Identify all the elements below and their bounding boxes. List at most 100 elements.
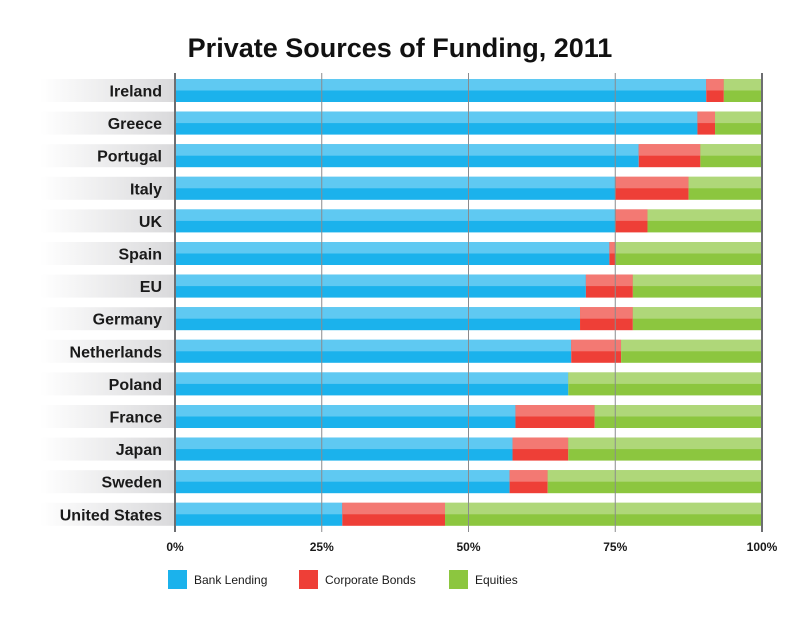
legend-swatch	[299, 570, 318, 589]
x-tick-label: 50%	[456, 540, 480, 554]
bar-bank-lending	[175, 405, 516, 428]
bar-equities	[621, 339, 762, 363]
bar-segment-highlight	[632, 274, 762, 287]
bar-equities	[568, 372, 762, 396]
bar-bank-lending	[175, 470, 510, 494]
category-label: United States	[60, 507, 162, 524]
category-label: Greece	[108, 116, 162, 133]
bar-segment-highlight	[512, 437, 569, 450]
bar-corporate-bonds	[615, 209, 648, 233]
bar-segment-highlight	[175, 111, 698, 124]
bar-bank-lending	[175, 274, 586, 298]
category-label: Poland	[109, 377, 162, 394]
x-tick-label: 100%	[747, 540, 778, 554]
bar-segment-highlight	[715, 111, 762, 124]
bar-segment-highlight	[445, 502, 762, 515]
bar-segment-highlight	[585, 274, 633, 287]
bar-segment-highlight	[647, 209, 762, 221]
bar-corporate-bonds	[571, 339, 622, 363]
bar-bank-lending	[175, 307, 581, 331]
legend-item: Corporate Bonds	[299, 570, 416, 589]
bar-corporate-bonds	[580, 307, 633, 331]
bar-corporate-bonds	[342, 502, 446, 526]
bar-segment-highlight	[571, 339, 622, 352]
bar-corporate-bonds	[515, 405, 595, 428]
bar-equities	[700, 144, 762, 168]
bar-bank-lending	[175, 242, 610, 265]
category-label: Sweden	[102, 475, 162, 492]
bar-segment-highlight	[568, 437, 762, 450]
legend-item: Equities	[449, 570, 518, 589]
bar-segment-highlight	[638, 144, 701, 156]
legend-label: Corporate Bonds	[325, 573, 416, 587]
bar-corporate-bonds	[609, 242, 616, 265]
category-label: Japan	[116, 442, 162, 459]
category-label: EU	[140, 279, 162, 296]
bar-equities	[632, 307, 762, 331]
bar-segment-highlight	[688, 176, 762, 189]
category-label-bg	[40, 437, 175, 461]
category-label-bg	[40, 209, 175, 233]
category-label-bg	[40, 372, 175, 396]
bar-segment-highlight	[568, 372, 762, 384]
bar-segment-highlight	[509, 470, 548, 482]
legend-label: Bank Lending	[194, 573, 267, 587]
category-label-bg	[40, 307, 175, 331]
category-label-bg	[40, 176, 175, 200]
bar-corporate-bonds	[509, 470, 548, 494]
x-tick-label: 75%	[603, 540, 627, 554]
bar-equities	[647, 209, 762, 233]
bar-corporate-bonds	[512, 437, 569, 461]
category-label-bg	[40, 502, 175, 526]
category-label: Ireland	[110, 84, 162, 101]
category-label-bg	[40, 144, 175, 168]
legend-swatch	[449, 570, 468, 589]
bar-equities	[715, 111, 762, 135]
bar-segment-highlight	[175, 144, 639, 156]
bar-segment-highlight	[175, 242, 610, 254]
bar-segment-highlight	[615, 176, 689, 189]
chart-title: Private Sources of Funding, 2011	[188, 33, 613, 63]
bar-segment-highlight	[723, 79, 762, 91]
bar-segment-highlight	[175, 339, 572, 352]
category-label: Netherlands	[70, 344, 163, 361]
bar-bank-lending	[175, 339, 572, 363]
bar-corporate-bonds	[706, 79, 724, 102]
bar-equities	[547, 470, 762, 494]
category-label-bg	[40, 242, 175, 265]
bar-segment-highlight	[706, 79, 724, 91]
bar-segment-highlight	[175, 79, 707, 91]
bar-bank-lending	[175, 144, 639, 168]
category-label-bg	[40, 470, 175, 494]
bar-bank-lending	[175, 372, 569, 396]
bar-segment-highlight	[175, 176, 616, 189]
bar-segment-highlight	[175, 502, 343, 515]
bar-equities	[615, 242, 762, 265]
bar-segment-highlight	[697, 111, 716, 124]
category-label-bg	[40, 274, 175, 298]
bar-segment-highlight	[594, 405, 762, 417]
bar-segment-highlight	[175, 405, 516, 417]
bar-bank-lending	[175, 79, 707, 102]
category-label: Italy	[130, 181, 162, 198]
bar-segment-highlight	[342, 502, 446, 515]
bar-bank-lending	[175, 209, 616, 233]
bar-segment-highlight	[175, 274, 586, 287]
category-label-bg	[40, 111, 175, 135]
bar-corporate-bonds	[697, 111, 716, 135]
bar-segment-highlight	[547, 470, 762, 482]
bar-segment-highlight	[515, 405, 595, 417]
category-label: Portugal	[97, 149, 162, 166]
category-label: Germany	[93, 312, 162, 329]
category-label: France	[110, 410, 163, 427]
bar-corporate-bonds	[585, 274, 633, 298]
legend-item: Bank Lending	[168, 570, 267, 589]
bar-equities	[723, 79, 762, 102]
bar-bank-lending	[175, 111, 698, 135]
bar-equities	[445, 502, 762, 526]
bar-bank-lending	[175, 176, 616, 200]
bar-corporate-bonds	[615, 176, 689, 200]
legend-swatch	[168, 570, 187, 589]
category-label-bg	[40, 339, 175, 363]
